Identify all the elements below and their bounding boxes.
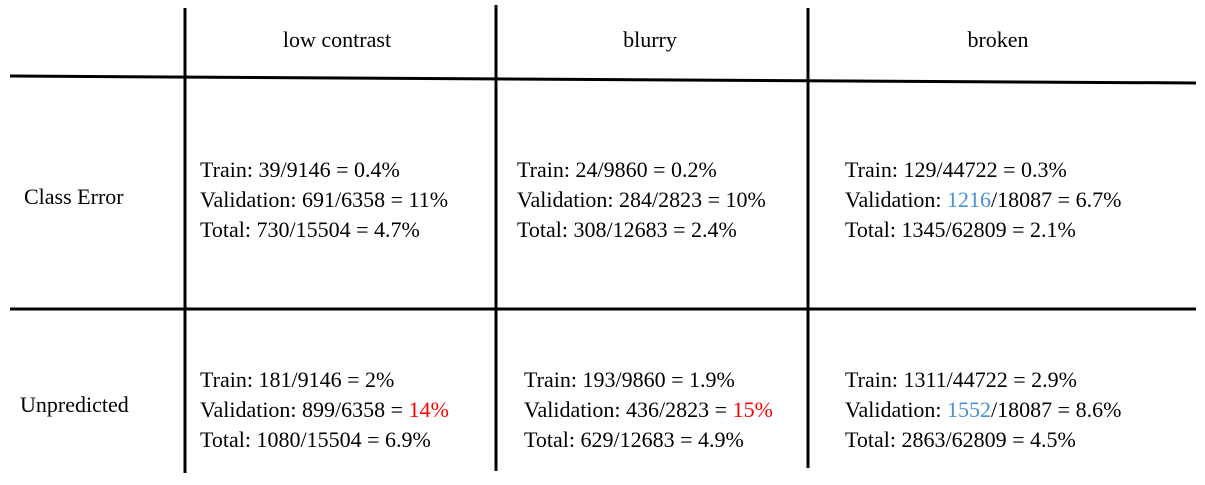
validation-stat: Validation: 691/6358 = 11%: [200, 187, 449, 212]
train-stat: Train: 39/9146 = 0.4%: [200, 157, 400, 182]
row-label-class-error: Class Error: [24, 184, 124, 209]
column-header-low-contrast: low contrast: [282, 27, 392, 52]
total-stat: Total: 730/15504 = 4.7%: [200, 217, 420, 242]
train-stat: Train: 129/44722 = 0.3%: [845, 157, 1067, 182]
header-divider: [9, 74, 1197, 85]
total-stat: Total: 629/12683 = 4.9%: [524, 427, 744, 452]
train-stat: Train: 1311/44722 = 2.9%: [845, 367, 1078, 392]
table-cell-class-error-low-contrast: Train: 39/9146 = 0.4% Validation: 691/63…: [200, 155, 448, 245]
train-stat: Train: 24/9860 = 0.2%: [517, 157, 717, 182]
train-stat: Train: 181/9146 = 2%: [200, 367, 395, 392]
column-header-blurry: blurry: [623, 27, 677, 52]
validation-stat: Validation: 284/2823 = 10%: [517, 187, 766, 212]
highlight-value: 1216: [947, 187, 992, 212]
row-label-unpredicted: Unpredicted: [20, 392, 129, 417]
column-header-broken: broken: [967, 27, 1029, 52]
total-stat: Total: 1080/15504 = 6.9%: [200, 427, 431, 452]
table-cell-unpredicted-blurry: Train: 193/9860 = 1.9% Validation: 436/2…: [524, 365, 773, 455]
total-stat: Total: 308/12683 = 2.4%: [517, 217, 737, 242]
highlight-value: 14%: [408, 397, 449, 422]
highlight-value: 15%: [732, 397, 773, 422]
highlight-value: 1552: [947, 397, 992, 422]
total-stat: Total: 2863/62809 = 4.5%: [845, 427, 1076, 452]
validation-stat: Validation: 899/6358 = 14%: [200, 397, 449, 422]
validation-stat: Validation: 1216/18087 = 6.7%: [845, 187, 1122, 212]
validation-stat: Validation: 436/2823 = 15%: [524, 397, 773, 422]
table-cell-class-error-blurry: Train: 24/9860 = 0.2% Validation: 284/28…: [517, 155, 766, 245]
validation-stat: Validation: 1552/18087 = 8.6%: [845, 397, 1122, 422]
total-stat: Total: 1345/62809 = 2.1%: [845, 217, 1076, 242]
train-stat: Train: 193/9860 = 1.9%: [524, 367, 735, 392]
table-cell-unpredicted-low-contrast: Train: 181/9146 = 2% Validation: 899/635…: [200, 365, 449, 455]
table-cell-unpredicted-broken: Train: 1311/44722 = 2.9% Validation: 155…: [845, 365, 1121, 455]
table-cell-class-error-broken: Train: 129/44722 = 0.3% Validation: 1216…: [845, 155, 1121, 245]
